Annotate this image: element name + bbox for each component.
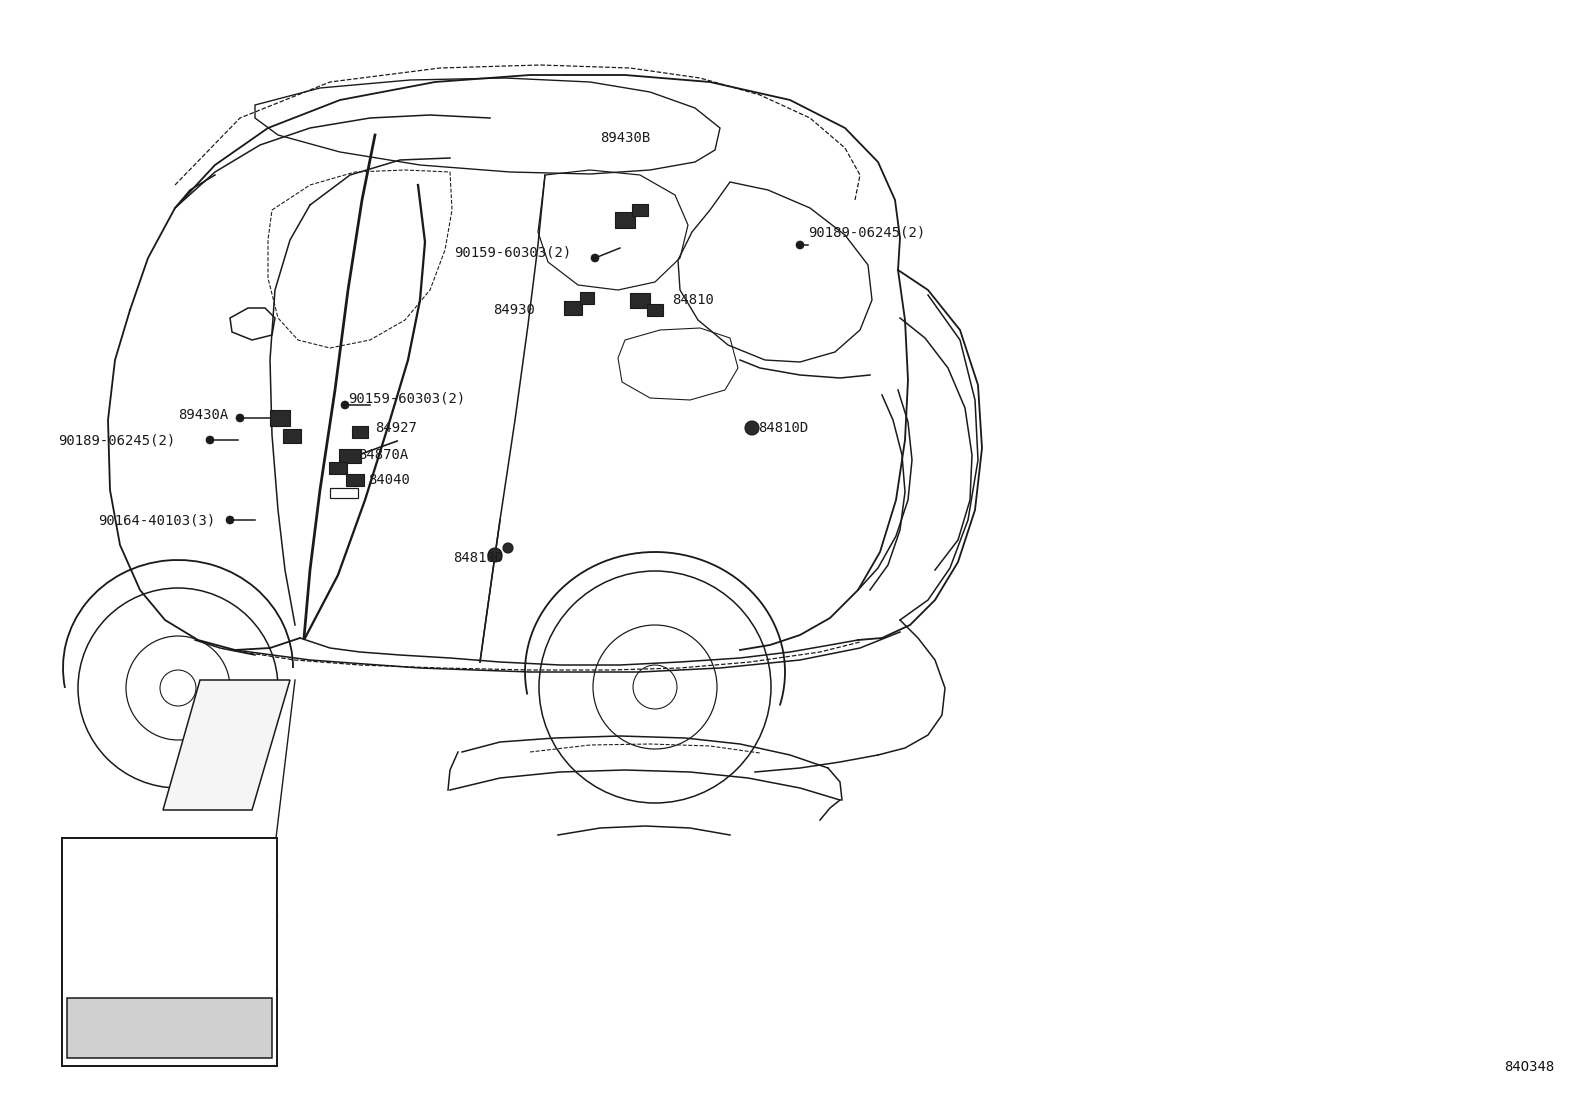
- Circle shape: [796, 241, 804, 249]
- Text: 89430B: 89430B: [600, 131, 650, 145]
- Bar: [630, 293, 650, 308]
- Text: SET: SET: [154, 1019, 185, 1037]
- Circle shape: [591, 254, 599, 262]
- Text: ℓ 2: ℓ 2: [91, 951, 113, 969]
- Text: 84810D: 84810D: [758, 421, 809, 435]
- Circle shape: [745, 421, 759, 435]
- Text: $\mathsf{\ell}$1: $\mathsf{\ell}$1: [148, 874, 164, 890]
- Circle shape: [236, 414, 244, 422]
- Bar: [632, 204, 648, 217]
- Text: 90189-06245(2): 90189-06245(2): [57, 433, 175, 447]
- Bar: [615, 212, 635, 227]
- Bar: [579, 292, 594, 304]
- Bar: [564, 301, 583, 315]
- Text: 90164-40103(3): 90164-40103(3): [99, 513, 215, 528]
- Text: 89430A: 89430A: [178, 408, 228, 422]
- Polygon shape: [162, 680, 290, 810]
- Bar: [352, 426, 368, 439]
- Bar: [339, 449, 361, 463]
- Text: 84930: 84930: [494, 303, 535, 317]
- Text: 90159-60303(2): 90159-60303(2): [349, 391, 465, 406]
- Text: 84810D: 84810D: [454, 551, 503, 565]
- Bar: [283, 429, 301, 443]
- Text: 84810: 84810: [672, 293, 713, 307]
- Bar: [330, 462, 347, 474]
- Text: 84O348: 84O348: [1504, 1061, 1554, 1074]
- FancyBboxPatch shape: [62, 839, 277, 1066]
- Text: 90159-60303(2): 90159-60303(2): [454, 245, 572, 259]
- Text: 84040: 84040: [368, 473, 409, 487]
- Bar: [646, 304, 662, 317]
- Text: 90189-06245(2): 90189-06245(2): [809, 225, 925, 238]
- Text: $\mathsf{\ell}$2: $\mathsf{\ell}$2: [148, 952, 164, 968]
- Bar: [345, 474, 365, 486]
- Circle shape: [503, 543, 513, 553]
- Circle shape: [226, 517, 234, 524]
- Circle shape: [205, 436, 213, 444]
- Bar: [271, 410, 290, 426]
- FancyBboxPatch shape: [67, 998, 272, 1058]
- Circle shape: [489, 548, 501, 562]
- Circle shape: [341, 401, 349, 409]
- Text: 84927: 84927: [376, 421, 417, 435]
- Text: ℓ 1: ℓ 1: [91, 873, 113, 891]
- Text: 84870A: 84870A: [358, 448, 408, 462]
